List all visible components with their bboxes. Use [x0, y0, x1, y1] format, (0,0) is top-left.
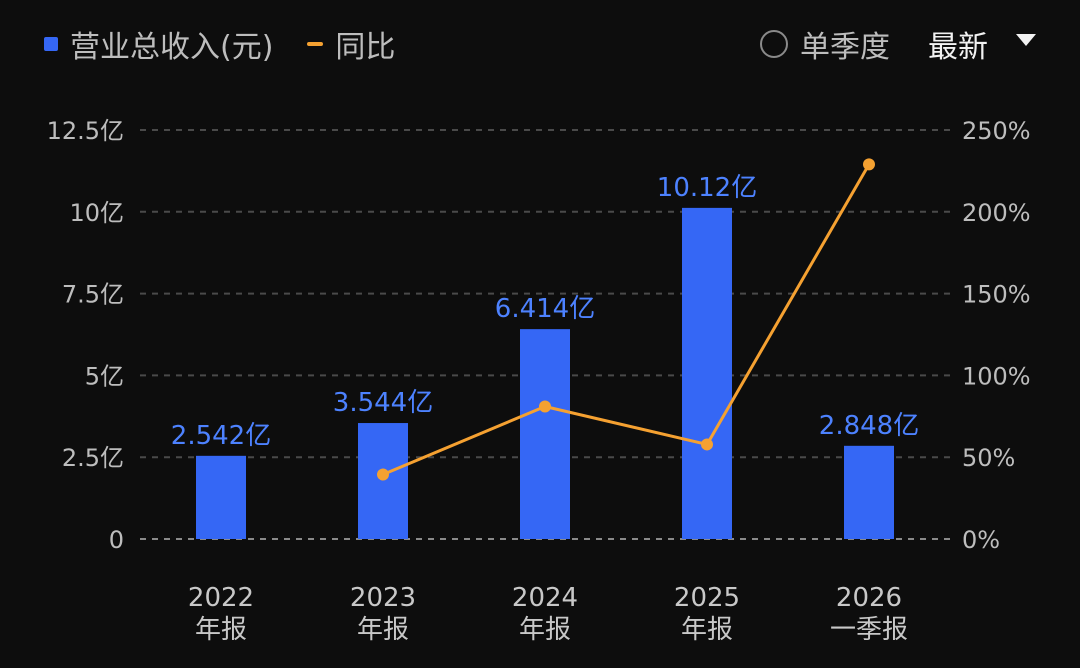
- yoy-point: [377, 468, 389, 481]
- revenue-bar: [844, 445, 894, 539]
- yoy-point: [701, 438, 713, 451]
- left-tick-label: 0: [109, 526, 124, 554]
- bar-data-label: 6.414亿: [495, 294, 595, 324]
- x-axis-year-label: 2023: [350, 583, 416, 613]
- chart-controls: 单季度 最新: [760, 20, 1036, 68]
- x-axis-period-label: 年报: [519, 615, 571, 645]
- grid-lines: [140, 129, 950, 540]
- legend-item-revenue[interactable]: 营业总收入(元): [44, 22, 273, 66]
- yoy-line-series: [377, 158, 875, 481]
- yoy-swatch-icon: [307, 42, 324, 46]
- x-axis-period-label: 一季报: [830, 615, 908, 645]
- radio-icon[interactable]: [760, 30, 788, 58]
- left-tick-label: 10亿: [69, 199, 124, 227]
- yoy-line: [382, 163, 871, 476]
- bar-data-labels: 2.542亿 3.544亿 6.414亿 10.12亿 2.848亿: [171, 173, 919, 451]
- bar-data-label: 2.848亿: [819, 411, 919, 441]
- right-tick-label: 200%: [962, 199, 1031, 227]
- yoy-point: [539, 400, 551, 413]
- revenue-bar: [196, 455, 246, 539]
- yoy-point: [863, 158, 875, 171]
- left-axis-ticks: 0 2.5亿 5亿 7.5亿 10亿 12.5亿: [47, 117, 124, 554]
- right-tick-label: 150%: [962, 281, 1031, 309]
- right-tick-label: 0%: [962, 526, 1000, 554]
- right-tick-label: 100%: [962, 362, 1031, 390]
- right-tick-label: 50%: [962, 444, 1015, 472]
- left-tick-label: 12.5亿: [47, 117, 124, 145]
- right-tick-label: 250%: [962, 117, 1031, 145]
- single-quarter-label[interactable]: 单季度: [800, 30, 890, 65]
- left-tick-label: 7.5亿: [62, 281, 124, 309]
- legend-item-yoy[interactable]: 同比: [307, 22, 395, 66]
- legend-revenue-label: 营业总收入(元): [70, 30, 274, 65]
- x-axis-year-label: 2022: [188, 583, 254, 613]
- revenue-bar: [358, 423, 408, 539]
- x-axis-period-label: 年报: [357, 615, 409, 645]
- x-axis-year-label: 2024: [512, 583, 578, 613]
- left-tick-label: 2.5亿: [62, 444, 124, 472]
- right-axis-ticks: 0% 50% 100% 150% 200% 250%: [962, 117, 1031, 554]
- legend-yoy-label: 同比: [335, 30, 396, 65]
- caret-down-icon[interactable]: [1016, 34, 1036, 46]
- revenue-bar: [520, 329, 570, 539]
- revenue-bar: [682, 207, 732, 539]
- legend: 营业总收入(元) 同比: [44, 20, 395, 68]
- x-axis-year-label: 2025: [674, 583, 740, 613]
- x-axis-period-label: 年报: [195, 615, 247, 645]
- bar-data-label: 10.12亿: [657, 173, 757, 203]
- bar-data-label: 2.542亿: [171, 421, 271, 451]
- period-select-label[interactable]: 最新: [928, 30, 988, 65]
- bar-data-label: 3.544亿: [333, 388, 433, 418]
- revenue-bars: [196, 207, 894, 539]
- revenue-swatch-icon: [44, 37, 58, 51]
- x-axis-period-label: 年报: [681, 615, 733, 645]
- left-tick-label: 5亿: [85, 362, 124, 390]
- x-axis-year-label: 2026: [836, 583, 902, 613]
